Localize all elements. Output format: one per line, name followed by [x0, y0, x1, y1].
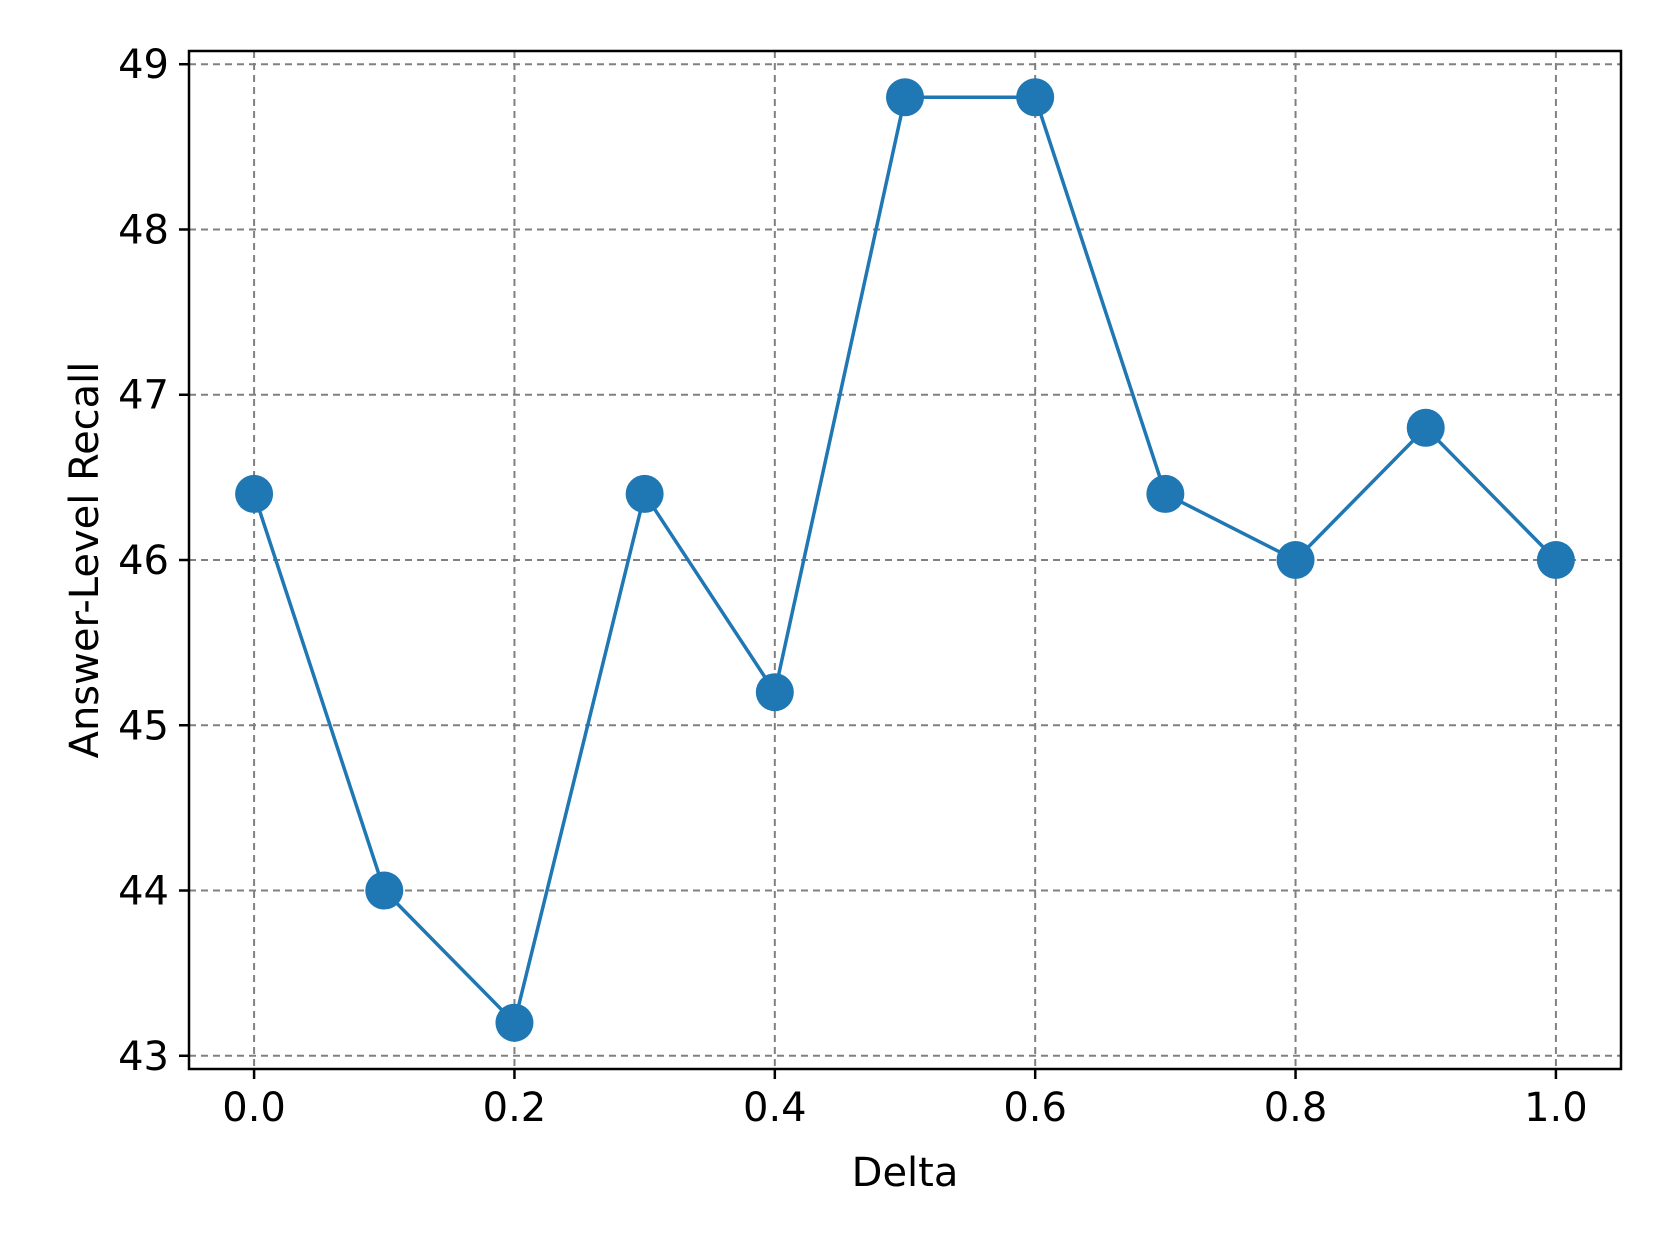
data-point	[1016, 78, 1055, 117]
data-point	[625, 474, 664, 513]
y-tick-label: 43	[118, 1034, 169, 1080]
x-tick-label: 0.2	[483, 1085, 547, 1131]
data-point	[1276, 541, 1315, 579]
data-point	[886, 78, 924, 117]
data-point	[1406, 408, 1445, 447]
y-tick-label: 46	[118, 538, 169, 584]
tick-labels: 0.0 0.2 0.4 0.6 0.8 1.0 43 44 45 46 47 48 49	[118, 42, 1588, 1131]
axis-ticks	[179, 62, 1558, 1079]
data-point	[1536, 541, 1575, 579]
x-axis-label: Delta	[852, 1150, 959, 1196]
data-point	[755, 673, 794, 712]
x-tick-label: 0.4	[743, 1085, 807, 1131]
x-tick-label: 0.6	[1003, 1085, 1067, 1131]
data-point	[365, 871, 404, 910]
x-tick-label: 1.0	[1524, 1085, 1588, 1131]
grid-lines	[189, 51, 1621, 1069]
data-point	[1146, 474, 1185, 513]
y-axis-label: Answer-Level Recall	[62, 362, 108, 759]
data-point	[235, 474, 274, 513]
series-line	[252, 95, 1558, 1025]
series-layer	[235, 78, 1575, 1042]
y-tick-label: 44	[118, 869, 169, 915]
y-tick-label: 47	[118, 373, 169, 419]
y-tick-label: 45	[118, 703, 169, 749]
data-point	[495, 1003, 534, 1042]
x-tick-label: 0.0	[222, 1085, 286, 1131]
y-tick-label: 48	[118, 207, 169, 253]
x-tick-label: 0.8	[1264, 1085, 1328, 1131]
y-tick-label: 49	[118, 42, 169, 88]
